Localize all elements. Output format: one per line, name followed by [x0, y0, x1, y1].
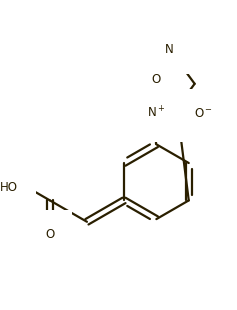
- Text: O$^-$: O$^-$: [194, 107, 213, 120]
- Text: O: O: [152, 73, 161, 86]
- Text: O: O: [45, 228, 55, 241]
- Text: HO: HO: [0, 180, 18, 193]
- Text: N: N: [165, 111, 174, 124]
- Text: N$^+$: N$^+$: [147, 105, 166, 121]
- Text: N: N: [165, 43, 174, 56]
